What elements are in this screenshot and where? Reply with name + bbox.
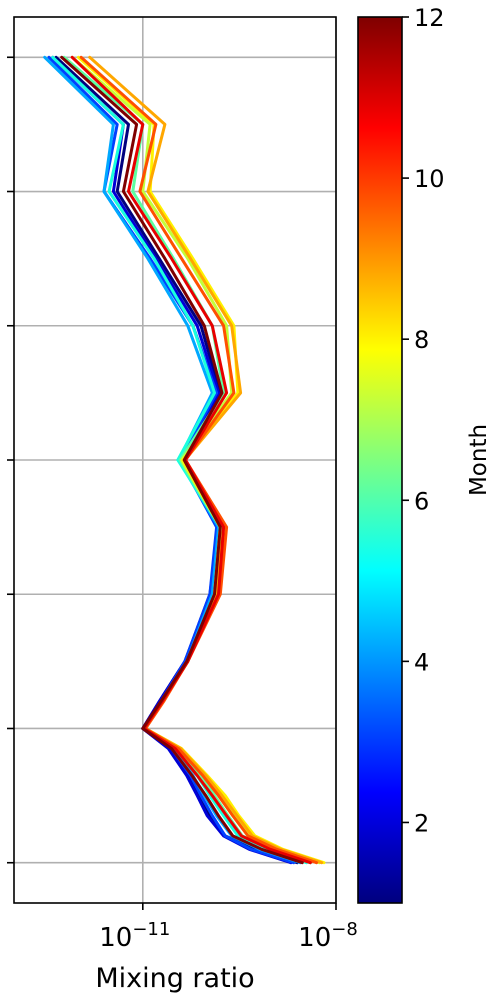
x-axis-label: Mixing ratio (95, 963, 254, 994)
colorbar-tick-label: 10 (414, 165, 445, 193)
series-line-month-3 (47, 55, 296, 865)
x-tick-label: 10−11 (99, 919, 170, 953)
colorbar-ticks: 2 4 6 8 10 12 (402, 4, 445, 837)
colorbar-tick-label: 2 (414, 809, 429, 837)
colorbar: 2 4 6 8 10 12 Month (357, 4, 492, 904)
colorbar-tick-label: 8 (414, 326, 429, 354)
colorbar-label: Month (466, 424, 492, 496)
x-tick-label: 10−8 (298, 919, 358, 953)
colorbar-tick-label: 6 (414, 487, 429, 515)
x-axis: 10−11 10−8 (99, 903, 358, 953)
series-line-month-12 (60, 55, 304, 865)
grid (14, 17, 337, 903)
y-axis (7, 56, 14, 864)
plot-area: 10−11 10−8 Mixing ratio (7, 16, 358, 994)
colorbar-gradient (358, 17, 402, 903)
colorbar-tick-label: 4 (414, 648, 429, 676)
colorbar-tick-label: 12 (414, 4, 445, 32)
series-lines (43, 55, 326, 865)
colorbar-frame (357, 16, 403, 904)
